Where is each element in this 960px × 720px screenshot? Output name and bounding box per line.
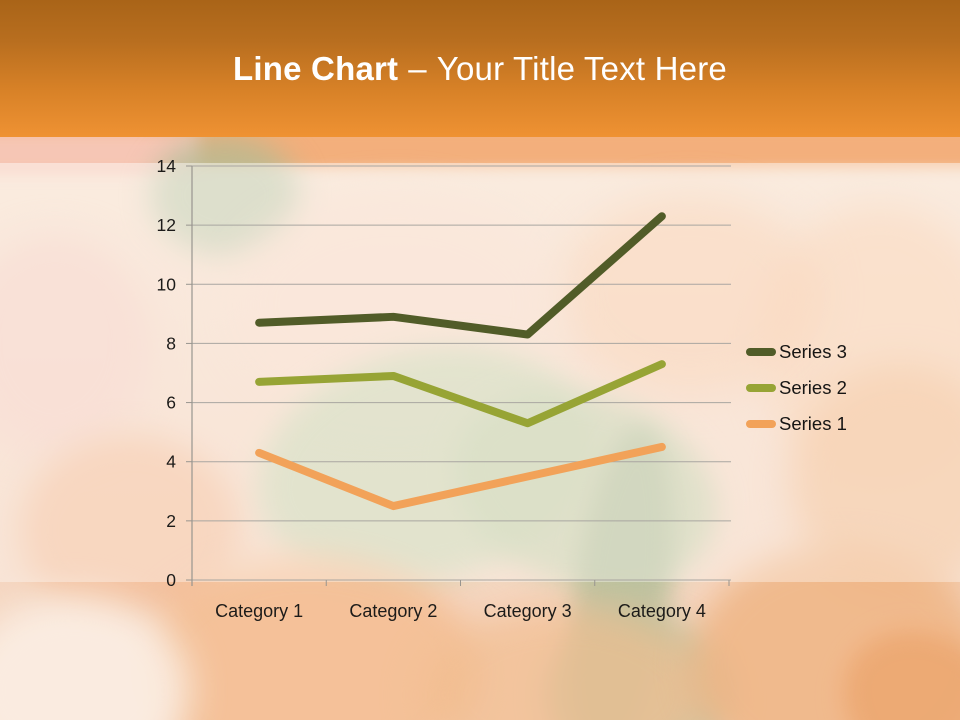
y-tick-label: 14	[157, 156, 177, 176]
slide-header: Line Chart – Your Title Text Here	[0, 0, 960, 137]
legend-item: Series 1	[746, 406, 847, 442]
chart-legend: Series 3 Series 2 Series 1	[746, 334, 847, 442]
legend-item: Series 2	[746, 370, 847, 406]
y-tick-label: 10	[157, 274, 177, 294]
y-tick-label: 12	[157, 215, 176, 235]
photo-blob	[0, 235, 150, 455]
legend-swatch	[746, 420, 776, 428]
photo-blob	[560, 195, 820, 395]
title-placeholder-text: Your Title Text Here	[436, 49, 727, 87]
title-separator: –	[408, 49, 427, 87]
x-category-label: Category 3	[484, 601, 572, 621]
y-tick-label: 0	[166, 570, 176, 590]
legend-swatch	[746, 384, 776, 392]
lower-veil	[0, 582, 960, 720]
x-category-label: Category 4	[618, 601, 706, 621]
series-line-series-2	[255, 360, 666, 428]
y-tick-label: 6	[166, 393, 176, 413]
x-category-label: Category 1	[215, 601, 303, 621]
slide-title: Line Chart – Your Title Text Here	[233, 50, 727, 88]
series-line-series-3	[255, 212, 666, 339]
x-category-label: Category 2	[349, 601, 437, 621]
chart-area-veil	[0, 163, 960, 582]
series-line-series-1	[255, 442, 666, 511]
legend-item: Series 3	[746, 334, 847, 370]
legend-label: Series 1	[779, 413, 847, 434]
title-topic: Line Chart	[233, 49, 399, 87]
oranges-photo-background	[0, 135, 960, 720]
legend-label: Series 2	[779, 377, 847, 398]
y-tick-label: 4	[166, 452, 176, 472]
y-tick-label: 2	[166, 511, 176, 531]
legend-label: Series 3	[779, 341, 847, 362]
y-tick-label: 8	[166, 333, 176, 353]
legend-swatch	[746, 348, 776, 356]
